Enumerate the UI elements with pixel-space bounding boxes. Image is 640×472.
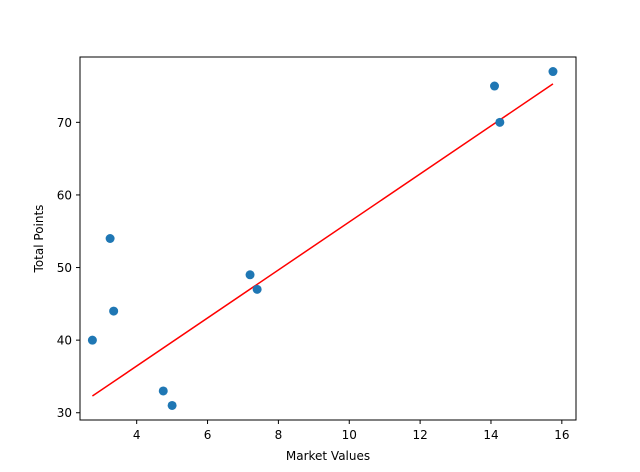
x-tick-label: 10 <box>342 428 357 442</box>
plot-area <box>87 67 558 410</box>
scatter-point <box>167 400 177 410</box>
scatter-point <box>158 386 168 396</box>
regression-line <box>91 83 554 397</box>
x-axis-label: Market Values <box>286 449 370 463</box>
axes-frame <box>79 56 577 421</box>
y-tick-label: 30 <box>57 406 72 420</box>
scatter-point <box>87 335 97 345</box>
x-tick-label: 4 <box>133 428 141 442</box>
x-tick-label: 14 <box>483 428 498 442</box>
scatter-point <box>548 67 558 77</box>
tick-layer: 4 6 8 10 12 14 16 30 40 50 60 70 <box>57 116 570 442</box>
scatter-point <box>495 117 505 127</box>
y-tick-label: 40 <box>57 334 72 348</box>
x-tick-label: 8 <box>275 428 283 442</box>
y-tick-label: 50 <box>57 261 72 275</box>
y-tick-label: 70 <box>57 116 72 130</box>
scatter-point <box>245 270 255 280</box>
scatter-point <box>252 284 262 294</box>
scatter-point <box>490 81 500 91</box>
y-tick-label: 60 <box>57 188 72 202</box>
x-tick-label: 16 <box>554 428 569 442</box>
x-tick-label: 12 <box>412 428 427 442</box>
y-axis-label: Total Points <box>32 205 46 274</box>
scatter-point <box>109 306 119 316</box>
x-tick-label: 6 <box>204 428 212 442</box>
scatter-point <box>105 234 115 243</box>
